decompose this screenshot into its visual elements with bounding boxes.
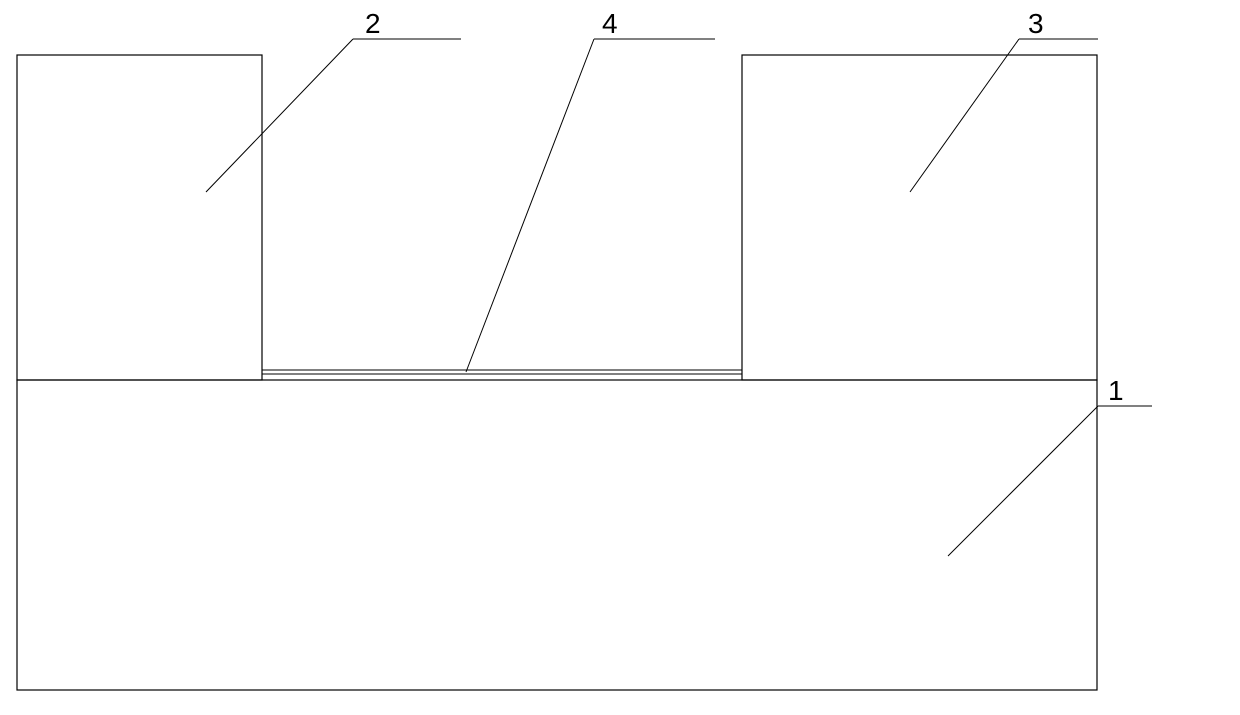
label-2-leader: [206, 39, 353, 192]
block-left-rect: [17, 55, 262, 380]
diagram-svg: 2 4 3 1: [0, 0, 1240, 715]
label-2-text: 2: [365, 8, 381, 39]
label-3-leader: [910, 39, 1019, 192]
label-1-leader: [948, 406, 1098, 556]
block-right-rect: [742, 55, 1097, 380]
label-4-text: 4: [602, 8, 618, 39]
label-1: 1: [948, 375, 1152, 556]
label-3-text: 3: [1028, 8, 1044, 39]
label-4-leader: [466, 39, 594, 372]
label-3: 3: [910, 8, 1098, 192]
thin-layer: [262, 370, 742, 374]
substrate-rect: [17, 380, 1097, 690]
label-2: 2: [206, 8, 461, 192]
label-4: 4: [466, 8, 715, 372]
label-1-text: 1: [1108, 375, 1124, 406]
